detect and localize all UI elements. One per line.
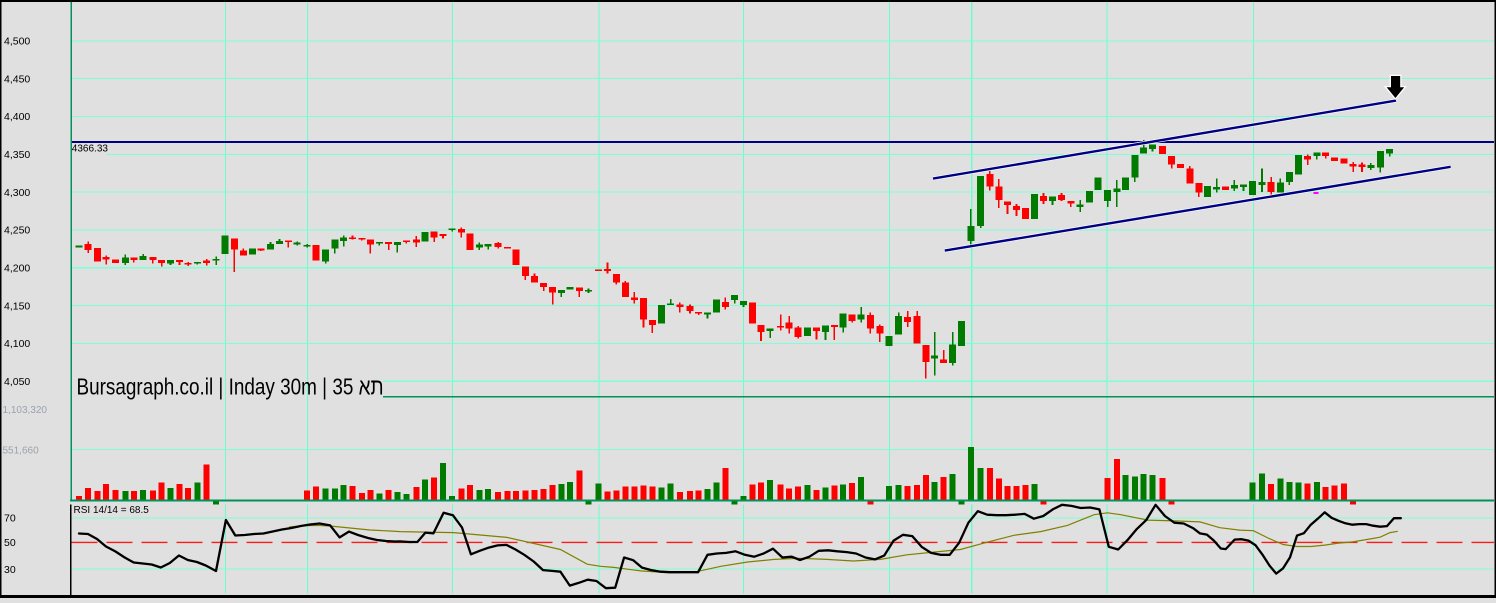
svg-text:RSI 14/14 = 68.5: RSI 14/14 = 68.5 bbox=[74, 505, 150, 516]
svg-text:4,400: 4,400 bbox=[4, 111, 30, 123]
svg-text:4,350: 4,350 bbox=[4, 149, 30, 161]
svg-text:4,200: 4,200 bbox=[4, 263, 30, 275]
svg-text:4,050: 4,050 bbox=[4, 376, 30, 388]
svg-text:4,450: 4,450 bbox=[4, 73, 30, 85]
svg-text:Bursagraph.co.il | Inday 30m |: Bursagraph.co.il | Inday 30m | 35 תא bbox=[77, 374, 384, 400]
svg-text:4,500: 4,500 bbox=[4, 36, 30, 48]
svg-text:30: 30 bbox=[4, 564, 16, 576]
svg-text:551,660: 551,660 bbox=[3, 446, 40, 457]
svg-text:4,100: 4,100 bbox=[4, 338, 30, 350]
svg-text:4366.33: 4366.33 bbox=[72, 143, 109, 154]
svg-text:70: 70 bbox=[4, 513, 16, 525]
svg-text:1,103,320: 1,103,320 bbox=[3, 405, 48, 416]
svg-text:4,250: 4,250 bbox=[4, 225, 30, 237]
svg-text:4,150: 4,150 bbox=[4, 300, 30, 312]
svg-text:4,300: 4,300 bbox=[4, 187, 30, 199]
svg-text:50: 50 bbox=[4, 537, 16, 549]
